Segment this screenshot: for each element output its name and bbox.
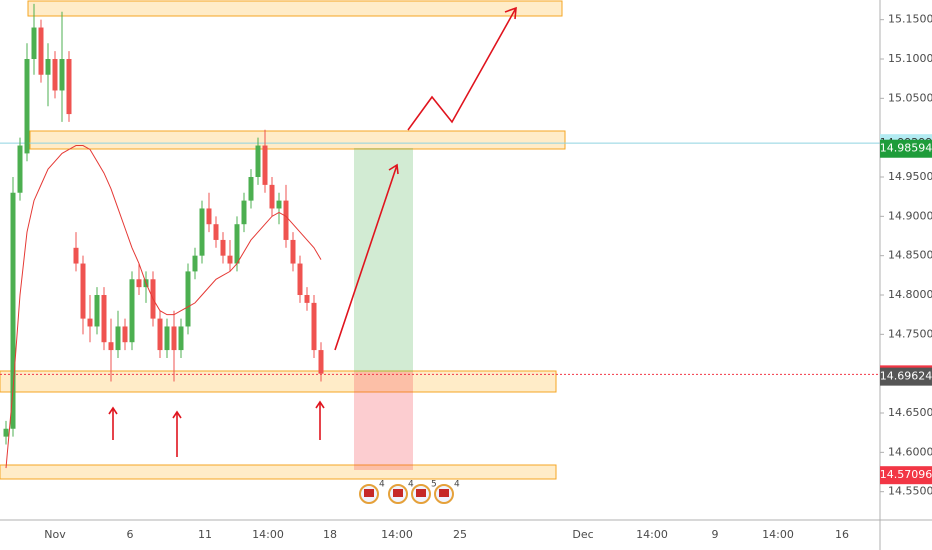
x-tick-label: 6 [127, 528, 134, 541]
x-tick-label: 14:00 [381, 528, 413, 541]
candle-body [38, 27, 44, 75]
zone [0, 370, 557, 393]
candle-body [10, 192, 16, 429]
y-tick-label: 14.90000 [888, 209, 932, 222]
price-tag [880, 466, 932, 485]
event-count: 5 [431, 480, 437, 490]
candle-body [45, 59, 51, 75]
y-tick-label: 15.10000 [888, 52, 932, 65]
x-tick-label: Dec [572, 528, 593, 541]
candle-body [80, 263, 86, 319]
candle-body [31, 27, 37, 60]
candle-body [171, 326, 177, 351]
y-tick-label: 14.95000 [888, 170, 932, 183]
x-tick-label: 11 [198, 528, 212, 541]
candle-body [248, 177, 254, 201]
candle-body [164, 326, 170, 351]
event-count: 4 [379, 480, 385, 490]
y-tick-label: 14.65000 [888, 406, 932, 419]
price-tag [880, 139, 932, 158]
event-count: 4 [408, 480, 414, 490]
arrow-head [108, 406, 118, 415]
candle-body [136, 279, 142, 288]
price-tag-label: 14.98594 [880, 142, 932, 155]
x-tick-label: 16 [835, 528, 849, 541]
candle-body [185, 271, 191, 327]
candle-body [52, 59, 58, 91]
price-tag-label: 14.69624 [880, 370, 932, 383]
x-tick-label: Nov [44, 528, 66, 541]
price-tag [880, 367, 932, 386]
candle-body [24, 59, 30, 154]
candle-body [17, 145, 23, 193]
y-tick-label: 14.80000 [888, 288, 932, 301]
candle-body [206, 208, 212, 225]
arrows [108, 6, 517, 457]
event-flag [364, 489, 374, 497]
moving-average [5, 145, 322, 469]
candle-body [178, 326, 184, 351]
y-tick-label: 14.55000 [888, 485, 932, 498]
arrow-head [388, 163, 399, 175]
candle-body [290, 239, 296, 264]
y-tick-label: 14.60000 [888, 445, 932, 458]
candle-body [262, 145, 268, 185]
target-box [354, 148, 413, 372]
event-flag [393, 489, 403, 497]
event-flag [416, 489, 426, 497]
plot [0, 3, 880, 469]
zone [29, 130, 566, 150]
candle-body [192, 255, 198, 272]
candle-body [129, 279, 135, 343]
candle-body [199, 208, 205, 256]
candle-body [108, 342, 114, 351]
candle-body [297, 263, 303, 296]
event-count: 4 [454, 480, 460, 490]
candle-body [87, 318, 93, 327]
x-tick-label: 14:00 [636, 528, 668, 541]
candle-body [94, 295, 100, 327]
arrow-head [172, 410, 182, 419]
price-tag-label: 14.57096 [880, 468, 932, 481]
candle-body [311, 302, 317, 351]
event-flag [439, 489, 449, 497]
candle-body [276, 200, 282, 209]
drawings [0, 0, 566, 480]
candle-body [59, 59, 65, 91]
candle-body [220, 239, 226, 256]
zone [0, 464, 557, 480]
arrow-head [315, 400, 325, 409]
y-tick-label: 15.15000 [888, 13, 932, 26]
candle-body [101, 295, 107, 343]
candle-body [157, 318, 163, 351]
candle-body [213, 224, 219, 240]
candle-body [304, 295, 310, 303]
x-tick-label: 14:00 [252, 528, 284, 541]
x-tick-label: 25 [453, 528, 467, 541]
candle-body [73, 247, 79, 264]
candle-body [269, 184, 275, 209]
candle-body [283, 200, 289, 240]
candle-body [227, 255, 233, 264]
arrow-head [504, 6, 517, 20]
candle-body [115, 326, 121, 351]
x-tick-label: 9 [712, 528, 719, 541]
candle-body [255, 145, 261, 178]
candle-body [122, 326, 128, 343]
stop-box [354, 372, 413, 470]
y-tick-label: 14.85000 [888, 249, 932, 262]
candle-body [318, 350, 324, 374]
zone [27, 0, 563, 17]
candle-body [3, 428, 9, 437]
candle-body [234, 224, 240, 264]
arrow [334, 164, 398, 351]
candle-body [66, 59, 72, 115]
x-tick-label: 14:00 [762, 528, 794, 541]
x-tick-label: 18 [323, 528, 337, 541]
candle-body [241, 200, 247, 225]
y-tick-label: 15.05000 [888, 91, 932, 104]
arrow [407, 7, 517, 131]
y-tick-label: 14.75000 [888, 327, 932, 340]
